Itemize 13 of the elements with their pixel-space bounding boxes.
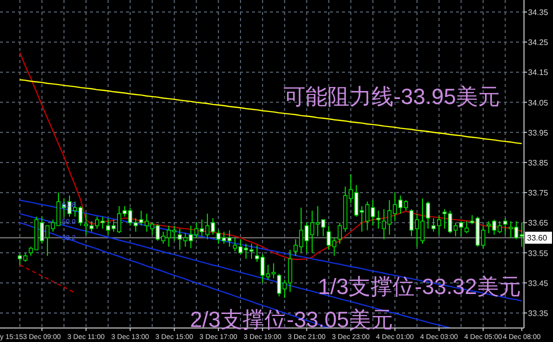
ref-line-label: 33.60 [527,234,548,243]
y-tick-label: 34.35 [528,8,549,18]
y-tick-label: 34.25 [528,38,549,48]
y-tick-label: 34.15 [528,68,549,78]
y-tick-label: 33.65 [528,218,549,228]
y-tick-label: 33.75 [528,188,549,198]
y-tick-label: 33.95 [528,128,549,138]
y-tick-label: 33.85 [528,158,549,168]
y-tick-label: 34.05 [528,98,549,108]
y-tick-label: 33.55 [528,248,549,258]
y-tick-label: 33.35 [528,308,549,318]
annotation: 可能阻力线-33.95美元 [284,84,500,109]
y-tick-label: 33.45 [528,278,549,288]
